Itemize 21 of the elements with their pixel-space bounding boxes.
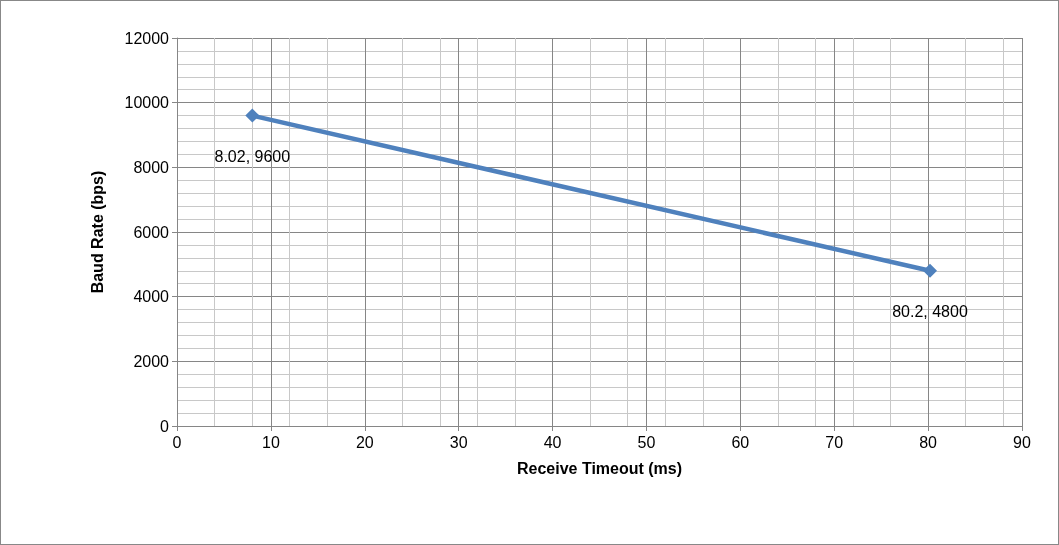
y-tick-label: 2000 [133,352,170,370]
y-tick-label: 4000 [133,288,170,306]
y-tick-label: 10000 [124,94,170,112]
x-tick-label: 40 [543,433,562,451]
data-label: 80.2, 4800 [892,303,968,321]
x-tick-label: 80 [919,433,938,451]
y-axis-title: Baud Rate (bps) [88,170,106,294]
y-tick-label: 8000 [133,158,170,176]
data-label: 8.02, 9600 [214,148,291,166]
x-tick-label: 70 [825,433,844,451]
x-axis-title: Receive Timeout (ms) [516,459,683,477]
x-tick-label: 60 [731,433,750,451]
x-tick-label: 20 [355,433,374,451]
y-tick-label: 12000 [124,29,170,47]
x-tick-label: 90 [1013,433,1031,451]
x-tick-label: 10 [261,433,280,451]
x-tick-label: 0 [172,433,182,451]
x-tick-label: 50 [637,433,656,451]
y-tick-label: 6000 [133,223,170,241]
y-tick-label: 0 [160,417,170,435]
x-tick-label: 30 [449,433,468,451]
